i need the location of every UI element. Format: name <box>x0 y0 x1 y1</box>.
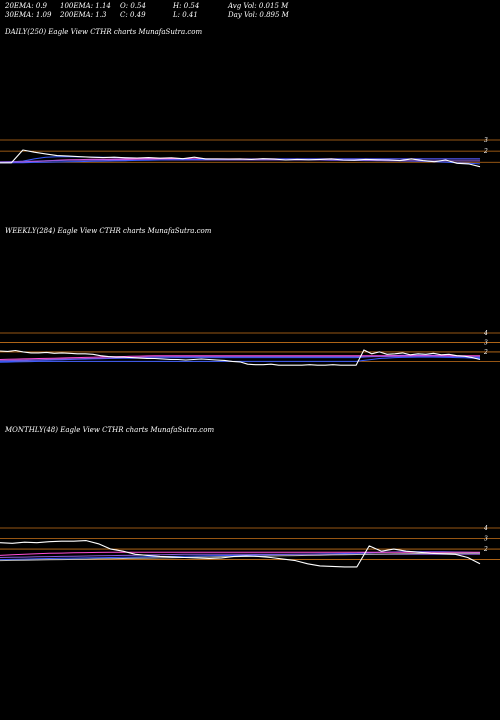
price-line <box>0 149 481 168</box>
ema-line <box>0 356 480 361</box>
ema200-label: 200EMA: 1.3 <box>60 11 107 19</box>
weekly-chart-title: WEEKLY(284) Eagle View CTHR charts Munaf… <box>5 227 212 235</box>
ema-line <box>0 355 480 360</box>
open-label: O: 0.54 <box>120 2 146 10</box>
ema-line <box>0 551 480 556</box>
close-label: C: 0.49 <box>120 11 146 19</box>
ema30-label: 30EMA: 1.09 <box>5 11 52 19</box>
monthly-chart-title: MONTHLY(48) Eagle View CTHR charts Munaf… <box>5 426 215 434</box>
price-line <box>0 540 481 568</box>
y-tick-label: 3 <box>484 536 488 543</box>
low-label: L: 0.41 <box>173 11 198 19</box>
y-tick-label: 4 <box>483 525 488 532</box>
day-vol-label: Day Vol: 0.895 M <box>228 11 289 19</box>
y-tick-label: 2 <box>483 349 488 356</box>
ema20-label: 20EMA: 0.9 <box>5 2 47 10</box>
y-tick-label: 4 <box>483 330 488 337</box>
price-line <box>0 349 481 366</box>
y-tick-label: 2 <box>483 148 488 155</box>
y-tick-label: 2 <box>483 546 488 553</box>
high-label: H: 0.54 <box>173 2 200 10</box>
y-tick-label: 3 <box>484 137 488 144</box>
y-tick-label: 3 <box>484 339 488 346</box>
avg-vol-label: Avg Vol: 0.015 M <box>228 2 289 10</box>
ema100-label: 100EMA: 1.14 <box>60 2 111 10</box>
daily-chart-title: DAILY(250) Eagle View CTHR charts Munafa… <box>5 28 203 36</box>
